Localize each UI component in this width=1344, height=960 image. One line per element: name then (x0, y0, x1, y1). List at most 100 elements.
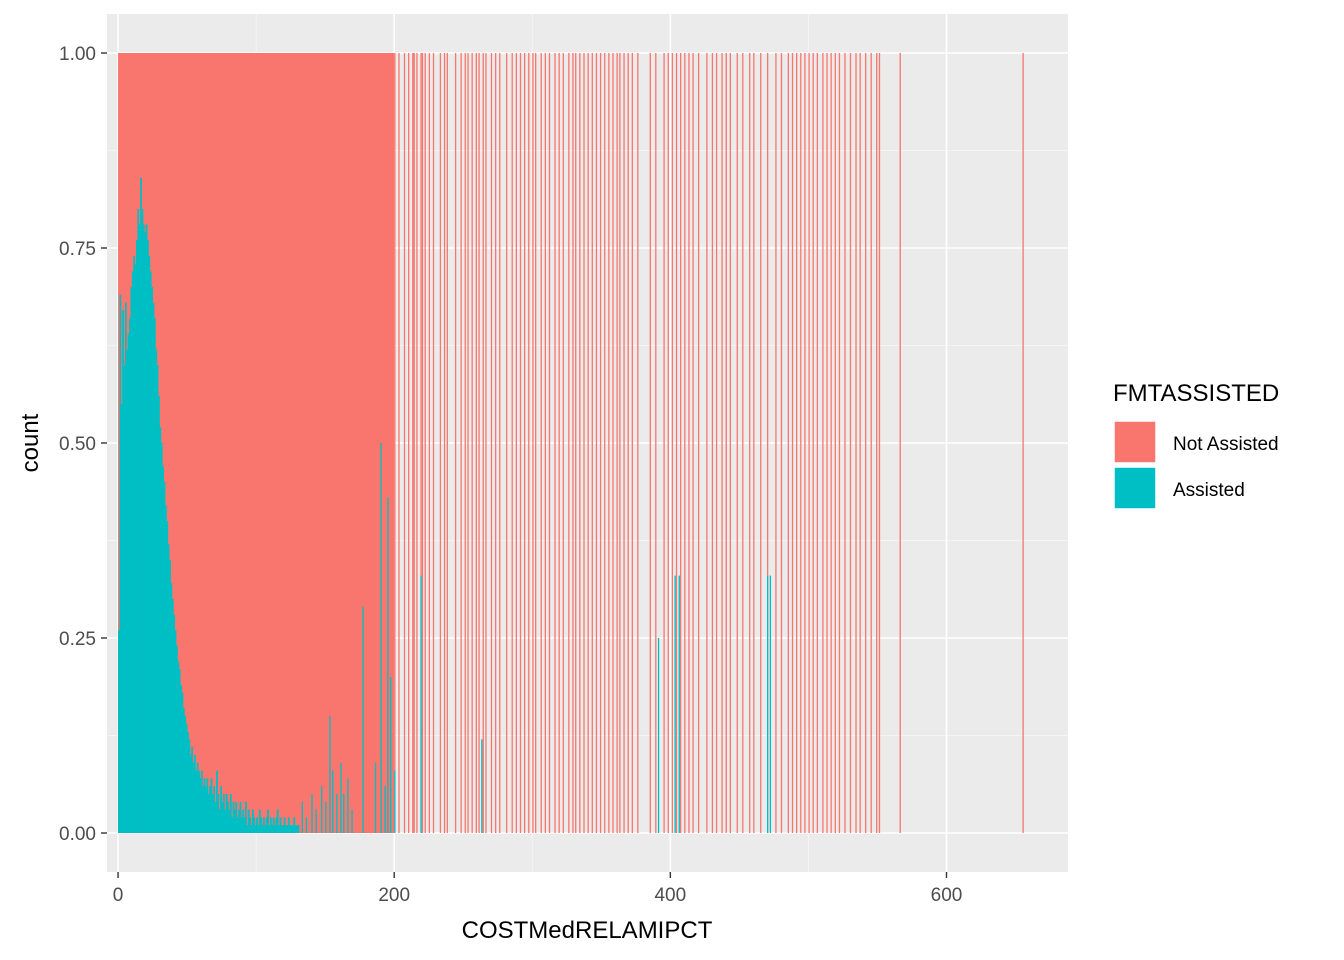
not-assisted-bar (460, 53, 462, 833)
not-assisted-bar (506, 53, 508, 833)
assisted-bar (144, 232, 147, 833)
not-assisted-bar (412, 53, 414, 833)
not-assisted-bar (494, 53, 497, 833)
x-tick-label: 400 (654, 885, 686, 906)
assisted-bar (267, 809, 269, 833)
not-assisted-bar (467, 53, 469, 833)
assisted-bar (188, 739, 191, 833)
not-assisted-bar (446, 53, 448, 833)
assisted-bar (164, 505, 167, 833)
assisted-bar (171, 599, 174, 833)
not-assisted-bar (499, 53, 501, 833)
not-assisted-bar (849, 53, 852, 833)
not-assisted-bar (515, 53, 518, 833)
not-assisted-bar (791, 53, 794, 833)
assisted-bar (276, 809, 279, 833)
not-assisted-bar (420, 53, 422, 833)
assisted-bar (275, 817, 278, 833)
not-assisted-bar (834, 53, 836, 833)
not-assisted-bar (523, 53, 526, 833)
assisted-bar (229, 794, 232, 833)
assisted-bar (198, 770, 200, 833)
not-assisted-bar (604, 53, 606, 833)
assisted-bar (236, 817, 239, 833)
assisted-bar (657, 638, 660, 833)
assisted-bar (225, 794, 228, 833)
assisted-bar (167, 544, 170, 833)
not-assisted-bar (822, 53, 824, 833)
not-assisted-bar (1022, 53, 1024, 833)
assisted-bar (769, 575, 772, 833)
assisted-bar (305, 817, 308, 833)
assisted-bar (218, 809, 221, 833)
assisted-bar (280, 825, 283, 833)
not-assisted-bar (511, 53, 513, 833)
assisted-bar (202, 786, 205, 833)
assisted-bar (289, 825, 292, 833)
y-tick-label: 0.00 (59, 824, 96, 845)
not-assisted-bar (876, 53, 878, 833)
assisted-bar (141, 209, 144, 833)
assisted-bar (329, 716, 331, 833)
assisted-bar (185, 723, 188, 833)
assisted-bar (766, 575, 769, 833)
assisted-bar (149, 271, 152, 833)
assisted-bar (166, 521, 169, 833)
assisted-bar (238, 809, 240, 833)
assisted-bar (126, 349, 129, 833)
assisted-bar (253, 817, 256, 833)
y-axis-title: count (17, 413, 44, 472)
not-assisted-bar (711, 53, 714, 833)
assisted-bar (293, 817, 296, 833)
assisted-bar (199, 778, 202, 833)
assisted-bar (282, 825, 285, 833)
assisted-bar (227, 801, 229, 833)
not-assisted-bar (575, 53, 577, 833)
assisted-bar (311, 794, 313, 833)
not-assisted-bar (544, 53, 546, 833)
not-assisted-bar (667, 53, 669, 833)
assisted-bar (234, 809, 236, 833)
assisted-bar (135, 240, 138, 833)
not-assisted-bar (587, 53, 589, 833)
not-assisted-bar (616, 53, 618, 833)
assisted-bar (216, 770, 218, 833)
assisted-bar (181, 692, 184, 833)
assisted-bar (290, 825, 293, 833)
x-axis: 0 200 400 600 (113, 872, 962, 906)
not-assisted-bar (812, 53, 814, 833)
not-assisted-bar (706, 53, 708, 833)
not-assisted-bar (478, 53, 480, 833)
not-assisted-bar (816, 53, 819, 833)
assisted-bar (384, 786, 386, 833)
assisted-bar (332, 770, 334, 833)
assisted-bar (240, 817, 243, 833)
assisted-bar (119, 294, 122, 833)
not-assisted-bar (475, 53, 477, 833)
assisted-bar (170, 583, 173, 833)
not-assisted-bar (535, 53, 537, 833)
assisted-bar (148, 255, 151, 834)
not-assisted-bar (760, 53, 762, 833)
assisted-bar (261, 825, 264, 833)
not-assisted-bar (826, 53, 828, 833)
assisted-bar (129, 318, 131, 833)
assisted-bar (152, 302, 155, 834)
assisted-bar (206, 778, 209, 833)
assisted-bar (134, 263, 137, 834)
not-assisted-bar (612, 53, 614, 833)
assisted-bar (297, 825, 300, 833)
assisted-bar (374, 762, 377, 833)
not-assisted-bar (432, 53, 435, 833)
assisted-bar (159, 427, 162, 833)
not-assisted-bar (631, 53, 633, 833)
not-assisted-bar (532, 53, 534, 833)
not-assisted-bar (742, 53, 744, 833)
assisted-bar (220, 786, 223, 833)
assisted-bar (211, 794, 214, 833)
not-assisted-bar (519, 53, 522, 833)
assisted-bar (217, 794, 220, 833)
assisted-bar (180, 684, 182, 833)
not-assisted-bar (830, 53, 832, 833)
assisted-bar (231, 817, 234, 833)
